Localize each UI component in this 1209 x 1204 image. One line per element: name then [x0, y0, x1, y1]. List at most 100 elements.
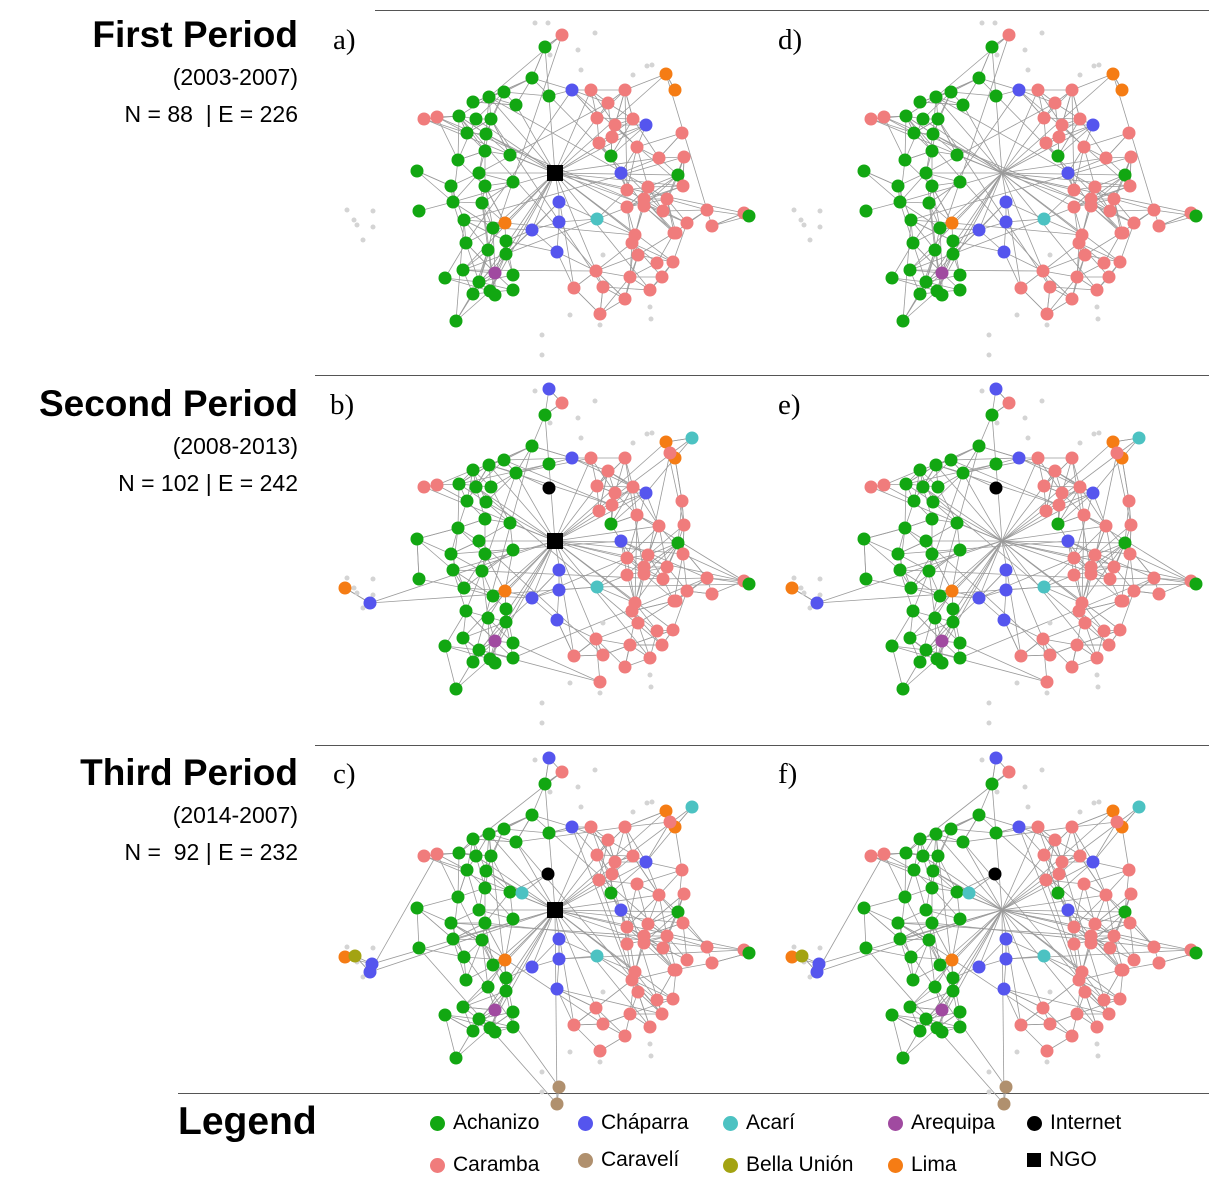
- network-node: [637, 567, 651, 581]
- network-node: [604, 886, 618, 900]
- network-node: [1037, 479, 1051, 493]
- legend-item-lima: Lima: [888, 1153, 957, 1177]
- isolated-node: [344, 944, 350, 950]
- network-edge: [870, 855, 1003, 911]
- network-node: [596, 1017, 610, 1031]
- network-node: [538, 777, 552, 791]
- legend-item-bella-union: Bella Unión: [723, 1153, 853, 1177]
- network-node: [1110, 815, 1124, 829]
- network-node: [488, 656, 502, 670]
- network-edge: [919, 445, 980, 663]
- network-edge: [1084, 600, 1122, 624]
- network-node: [1052, 130, 1066, 144]
- network-node: [410, 532, 424, 546]
- isolated-node: [597, 1059, 603, 1065]
- network-edge: [899, 938, 1007, 1088]
- network-node: [903, 263, 917, 277]
- network-node: [680, 953, 694, 967]
- network-node: [1088, 917, 1102, 931]
- network-edge: [452, 896, 459, 940]
- isolated-node: [647, 304, 653, 310]
- network-edge: [1001, 540, 1098, 659]
- network-node: [643, 651, 657, 665]
- network-node: [999, 195, 1013, 209]
- network-node: [904, 950, 918, 964]
- network-node: [946, 602, 960, 616]
- network-node: [929, 827, 943, 841]
- network-edge: [455, 1027, 491, 1059]
- network-edge: [490, 486, 511, 524]
- network-node: [1099, 151, 1113, 165]
- network-node: [669, 226, 683, 240]
- network-node: [417, 112, 431, 126]
- network-node: [785, 950, 799, 964]
- network-edge: [626, 883, 638, 928]
- network-node: [614, 166, 628, 180]
- network-node: [919, 534, 933, 548]
- network-node: [925, 179, 939, 193]
- network-node: [506, 543, 520, 557]
- network-node: [348, 949, 362, 963]
- network-edge: [485, 133, 556, 174]
- isolated-node: [351, 217, 357, 223]
- network-node: [926, 127, 940, 141]
- network-node: [552, 583, 566, 597]
- network-node: [438, 271, 452, 285]
- network-node: [509, 98, 523, 112]
- network-node: [478, 881, 492, 895]
- network-edge: [891, 1014, 904, 1059]
- network-node: [542, 826, 556, 840]
- network-edge: [596, 218, 636, 236]
- network-edge: [1003, 619, 1044, 640]
- network-edge: [909, 621, 954, 639]
- network-node: [643, 1020, 657, 1034]
- legend-item-arequipa: Arequipa: [888, 1111, 995, 1135]
- network-node: [1090, 1020, 1104, 1034]
- network-node: [555, 396, 569, 410]
- network-node: [555, 765, 569, 779]
- network-node: [1043, 648, 1057, 662]
- network-node: [1031, 451, 1045, 465]
- network-edge: [490, 118, 604, 288]
- network-edge: [626, 926, 636, 973]
- network-node: [446, 563, 460, 577]
- network-node: [1086, 855, 1100, 869]
- network-node: [997, 982, 1011, 996]
- network-node: [469, 849, 483, 863]
- isolated-node: [791, 944, 797, 950]
- network-edge: [674, 826, 683, 871]
- network-edge: [816, 909, 1003, 973]
- network-edge: [596, 955, 636, 973]
- network-edge: [1079, 855, 1107, 896]
- isolated-node: [798, 217, 804, 223]
- network-edge: [444, 610, 467, 647]
- network-node: [953, 175, 967, 189]
- network-node: [1067, 200, 1081, 214]
- network-edge: [484, 185, 494, 229]
- network-edge: [950, 459, 1060, 506]
- network-edge: [472, 540, 556, 663]
- network-edge: [369, 853, 438, 973]
- network-node: [1103, 941, 1117, 955]
- network-node: [1118, 168, 1132, 182]
- network-edge: [939, 595, 980, 599]
- isolated-node: [1039, 767, 1045, 773]
- network-edge: [556, 619, 575, 657]
- network-node: [685, 431, 699, 445]
- isolated-node: [370, 592, 376, 598]
- network-node: [999, 1080, 1013, 1094]
- network-edge: [922, 486, 1003, 542]
- network-node: [1152, 587, 1166, 601]
- network-edge: [462, 269, 597, 272]
- network-node: [472, 275, 486, 289]
- network-node: [1037, 949, 1051, 963]
- network-edge: [457, 852, 460, 898]
- network-node: [456, 631, 470, 645]
- isolated-node: [791, 575, 797, 581]
- network-node: [1067, 183, 1081, 197]
- network-node: [641, 548, 655, 562]
- isolated-node: [597, 322, 603, 328]
- network-node: [593, 1044, 607, 1058]
- network-node: [891, 179, 905, 193]
- network-node: [1036, 1001, 1050, 1015]
